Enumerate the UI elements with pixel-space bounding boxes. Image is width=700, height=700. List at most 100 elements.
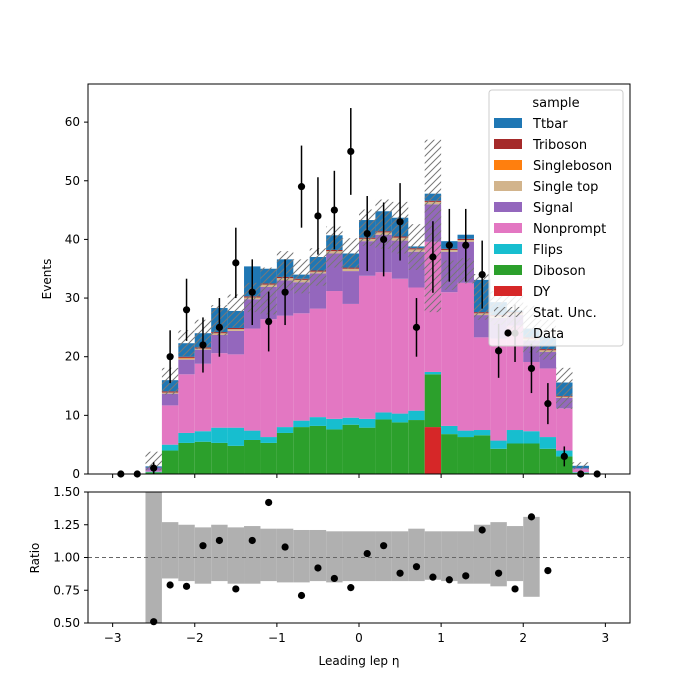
data-point	[199, 341, 207, 349]
bar-diboson	[457, 437, 474, 474]
data-point	[527, 364, 536, 373]
legend-label: Single top	[533, 180, 598, 195]
x-axis-label: Leading lep η	[319, 654, 400, 668]
bar-triboson	[227, 327, 245, 330]
ratio-y-tick-label: 1.25	[53, 518, 80, 532]
data-point	[215, 323, 223, 331]
ratio-band-bin	[342, 531, 359, 582]
legend-label: Ttbar	[532, 117, 568, 132]
ratio-point	[150, 618, 158, 626]
stat-unc-bin	[293, 259, 310, 294]
stat-unc-bin	[178, 330, 195, 357]
ratio-point	[166, 581, 174, 589]
legend-marker	[504, 329, 512, 337]
bar-nonprompt	[473, 337, 491, 431]
ratio-point	[182, 582, 191, 590]
bar-nonprompt	[359, 275, 376, 419]
data-point	[265, 317, 273, 326]
ratio-y-axis-label: Ratio	[28, 543, 42, 574]
bar-flips	[408, 410, 425, 421]
bar-nonprompt	[227, 354, 245, 428]
ratio-y-tick-label: 1.00	[53, 551, 80, 565]
ratio-band-bin	[473, 524, 491, 584]
bar-diboson	[276, 432, 294, 474]
data-point	[248, 288, 256, 296]
bar-diboson	[539, 448, 557, 474]
x-tick-label: −1	[268, 631, 286, 645]
bar-diboson	[293, 427, 310, 474]
bar-nonprompt	[556, 408, 573, 451]
ratio-point	[429, 573, 437, 581]
legend-swatch	[494, 181, 522, 191]
legend-swatch-hatch	[494, 307, 522, 317]
bar-flips	[539, 437, 557, 449]
stat-unc-bin	[556, 367, 573, 409]
bar-signal	[473, 315, 491, 338]
ratio-y-tick-label: 0.50	[53, 616, 80, 630]
legend-swatch	[494, 160, 522, 170]
bar-flips	[194, 431, 212, 442]
stat-unc-bin	[342, 238, 359, 269]
ratio-band-bin	[424, 531, 442, 580]
data-point	[445, 241, 453, 249]
ratio-band-bin	[276, 528, 294, 583]
bar-diboson	[506, 443, 524, 474]
bar-flips	[244, 430, 261, 440]
main-y-axis-label: Events	[40, 259, 54, 300]
legend-entries: Ttbar Triboson Singleboson Single top Signal…	[494, 117, 612, 342]
data-point	[281, 288, 289, 296]
bar-diboson	[441, 434, 458, 474]
legend-swatch	[494, 139, 522, 149]
ratio-band-bin	[391, 531, 409, 582]
data-point	[166, 353, 174, 361]
bar-diboson	[260, 442, 277, 474]
main-y-tick-label: 60	[65, 115, 80, 129]
data-point	[396, 218, 404, 226]
ratio-point	[412, 563, 421, 571]
bar-flips	[441, 425, 458, 435]
main-y-tick-label: 40	[65, 232, 80, 246]
ratio-point	[199, 542, 207, 550]
stat-unc-bin	[145, 451, 162, 471]
bar-diboson	[424, 374, 442, 428]
ratio-y-tick-label: 0.75	[53, 583, 80, 597]
main-y-tick-label: 0	[72, 467, 80, 481]
data-point	[478, 271, 486, 279]
bar-diboson	[523, 443, 540, 474]
bar-diboson	[359, 427, 376, 474]
bar-signal	[161, 393, 179, 406]
ratio-point	[462, 572, 470, 580]
bar-nonprompt	[276, 315, 294, 428]
bar-flips	[506, 430, 524, 444]
data-point	[314, 212, 322, 220]
bar-flips	[391, 413, 409, 423]
stat-unc-bin	[227, 294, 245, 328]
bar-signal	[227, 330, 245, 355]
bar-diboson	[211, 442, 228, 474]
bar-flips	[161, 444, 179, 451]
ratio-point	[347, 584, 355, 592]
bar-nonprompt	[244, 328, 261, 431]
stat-unc-bin	[309, 248, 327, 286]
bar-diboson	[473, 435, 491, 474]
data-point	[330, 206, 338, 214]
bar-nonprompt	[457, 282, 474, 431]
data-point	[544, 400, 552, 408]
stat-unc-bin	[572, 462, 589, 470]
bar-nonprompt	[194, 363, 212, 432]
legend-frame	[488, 89, 624, 347]
bar-flips	[293, 420, 310, 428]
ratio-y-axis: 0.50 0.75 1.00 1.25 1.50	[53, 485, 88, 630]
legend-swatch	[494, 244, 522, 254]
data-point	[347, 147, 355, 156]
bar-nonprompt	[293, 313, 310, 421]
ratio-point	[495, 569, 503, 577]
x-tick-label: 0	[355, 631, 363, 645]
bar-diboson	[342, 424, 359, 474]
ratio-point	[527, 513, 536, 521]
ratio-unc-band	[145, 492, 540, 623]
legend-label: Flips	[533, 243, 563, 258]
legend-swatch	[494, 286, 522, 296]
bar-nonprompt	[260, 319, 277, 438]
